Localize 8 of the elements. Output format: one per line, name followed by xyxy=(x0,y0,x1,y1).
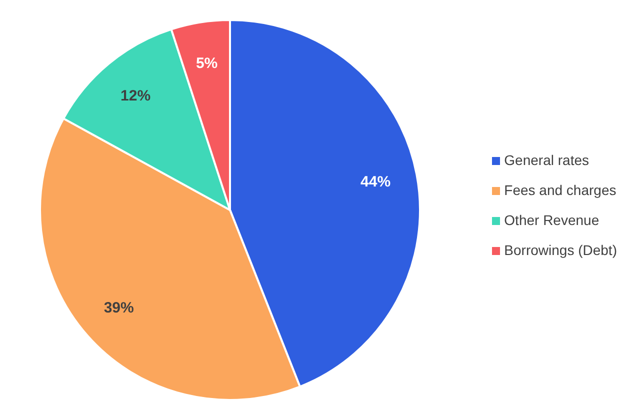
legend-label: Other Revenue xyxy=(504,212,600,228)
data-label: 12% xyxy=(120,87,151,104)
legend-label: Fees and charges xyxy=(504,182,616,198)
data-label: 44% xyxy=(360,174,391,191)
data-label: 39% xyxy=(104,300,134,317)
legend-label: Borrowings (Debt) xyxy=(504,242,617,258)
data-label: 5% xyxy=(196,55,218,72)
legend-label: General rates xyxy=(504,152,589,168)
